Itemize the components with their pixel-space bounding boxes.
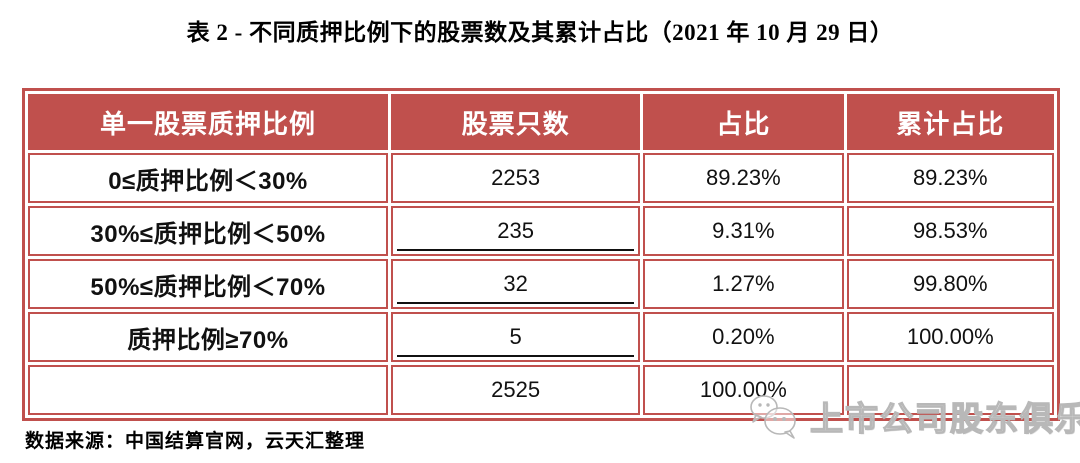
column-header-share: 占比 [643,94,844,150]
share-cell: 0.20% [643,312,844,362]
table-header-row: 单一股票质押比例 股票只数 占比 累计占比 [28,94,1054,150]
column-header-pledge-ratio: 单一股票质押比例 [28,94,389,150]
range-label-cell: 50%≤质押比例＜70% [28,259,389,309]
cumulative-share-cell: 98.53% [846,206,1054,256]
table-row: 0≤质押比例＜30% 2253 89.23% 89.23% [28,153,1054,203]
range-label-cell: 质押比例≥70% [28,312,389,362]
cumulative-share-cell: 89.23% [846,153,1054,203]
pledge-ratio-table: 单一股票质押比例 股票只数 占比 累计占比 0≤质押比例＜30% 2253 89… [22,88,1060,421]
range-label-cell: 0≤质押比例＜30% [28,153,389,203]
range-label-cell [28,365,389,415]
stock-count-cell: 32 [391,259,641,309]
share-cell: 9.31% [643,206,844,256]
table-total-row: 2525 100.00% [28,365,1054,415]
stock-count-cell: 2253 [391,153,641,203]
column-header-cumulative-share: 累计占比 [846,94,1054,150]
table-row: 质押比例≥70% 5 0.20% 100.00% [28,312,1054,362]
stock-count-total-cell: 2525 [391,365,641,415]
page-title: 表 2 - 不同质押比例下的股票数及其累计占比（2021 年 10 月 29 日… [186,20,894,45]
table-row: 30%≤质押比例＜50% 235 9.31% 98.53% [28,206,1054,256]
cumulative-share-cell: 100.00% [846,312,1054,362]
stock-count-cell: 235 [391,206,641,256]
data-source-note: 数据来源：中国结算官网，云天汇整理 [25,431,366,452]
cumulative-share-cell: 99.80% [846,259,1054,309]
stock-count-cell: 5 [391,312,641,362]
range-label-cell: 30%≤质押比例＜50% [28,206,389,256]
share-cell: 1.27% [643,259,844,309]
share-cell: 89.23% [643,153,844,203]
share-total-cell: 100.00% [643,365,844,415]
table-row: 50%≤质押比例＜70% 32 1.27% 99.80% [28,259,1054,309]
cumulative-share-cell [846,365,1054,415]
column-header-stock-count: 股票只数 [391,94,641,150]
